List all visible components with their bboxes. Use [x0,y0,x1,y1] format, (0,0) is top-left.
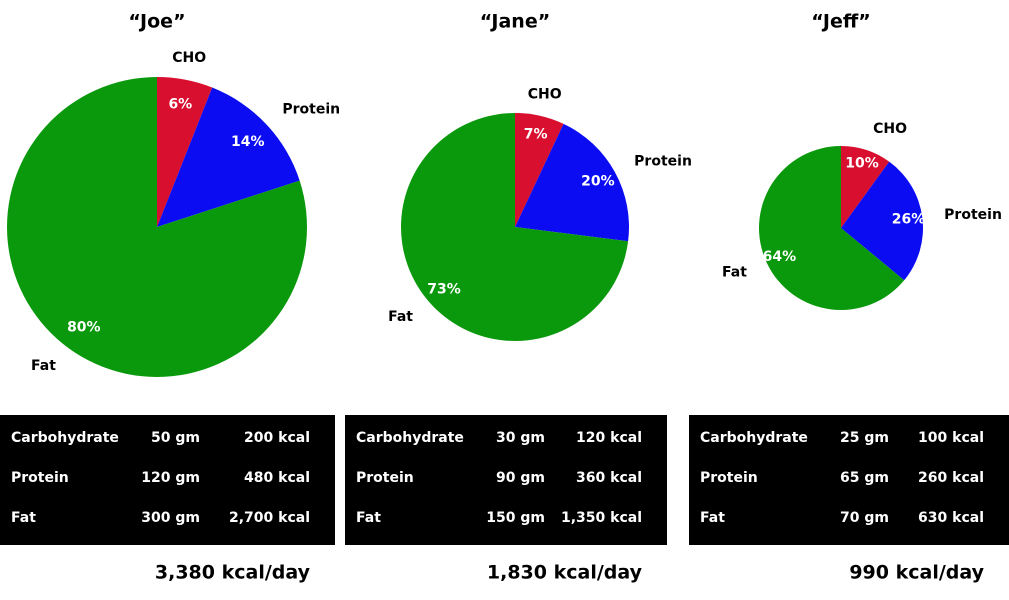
pie-slice [157,77,213,227]
percent-label: 80% [67,320,101,336]
table-cell: Fat [11,510,36,526]
table-cell: 120 kcal [576,430,642,446]
table-cell: 200 kcal [244,430,310,446]
pie-slice [758,146,905,310]
pie-slice [515,123,629,242]
pie-slice [841,146,890,228]
chart-title: “Joe” [128,11,185,33]
table-box [689,415,1009,545]
pie-slice [401,113,629,341]
table-cell: 300 gm [141,510,200,526]
percent-label: 10% [845,155,879,171]
category-label: Protein [282,101,340,117]
table-cell: Carbohydrate [356,430,464,446]
percent-label: 64% [763,249,797,265]
total-label: 990 kcal/day [849,562,984,584]
table-cell: 120 gm [141,470,200,486]
table-box [345,415,667,545]
percent-label: 73% [427,282,461,298]
table-cell: 30 gm [496,430,545,446]
pie-slice [6,77,307,377]
table-box [0,415,335,545]
table-cell: 100 kcal [918,430,984,446]
table-cell: Protein [700,470,758,486]
table-cell: 480 kcal [244,470,310,486]
category-label: Fat [388,309,413,325]
pie-slice [157,87,300,227]
percent-label: 20% [581,173,615,189]
table-cell: 630 kcal [918,510,984,526]
total-label: 1,830 kcal/day [487,562,643,584]
category-label: Fat [722,264,747,280]
category-label: CHO [873,121,907,137]
table-cell: 65 gm [840,470,889,486]
pie-slice [515,113,564,227]
table-cell: 360 kcal [576,470,642,486]
total-label: 3,380 kcal/day [155,562,311,584]
chart-title: “Jeff” [811,11,870,33]
table-cell: Fat [700,510,725,526]
category-label: Fat [31,358,56,374]
percent-label: 7% [524,127,548,143]
table-cell: Protein [11,470,69,486]
chart-title: “Jane” [480,11,550,33]
category-label: CHO [172,50,206,66]
category-label: Protein [634,153,692,169]
table-cell: 2,700 kcal [229,510,310,526]
percent-label: 26% [892,211,926,227]
percent-label: 14% [231,134,265,150]
pie-slice [841,161,923,281]
table-cell: Carbohydrate [11,430,119,446]
category-label: CHO [528,86,562,102]
table-cell: 50 gm [151,430,200,446]
table-cell: 90 gm [496,470,545,486]
percent-label: 6% [168,97,192,113]
table-cell: 70 gm [840,510,889,526]
table-cell: 25 gm [840,430,889,446]
table-cell: Carbohydrate [700,430,808,446]
table-cell: 1,350 kcal [561,510,642,526]
category-label: Protein [944,207,1002,223]
table-cell: 150 gm [486,510,545,526]
table-cell: Protein [356,470,414,486]
table-cell: Fat [356,510,381,526]
table-cell: 260 kcal [918,470,984,486]
